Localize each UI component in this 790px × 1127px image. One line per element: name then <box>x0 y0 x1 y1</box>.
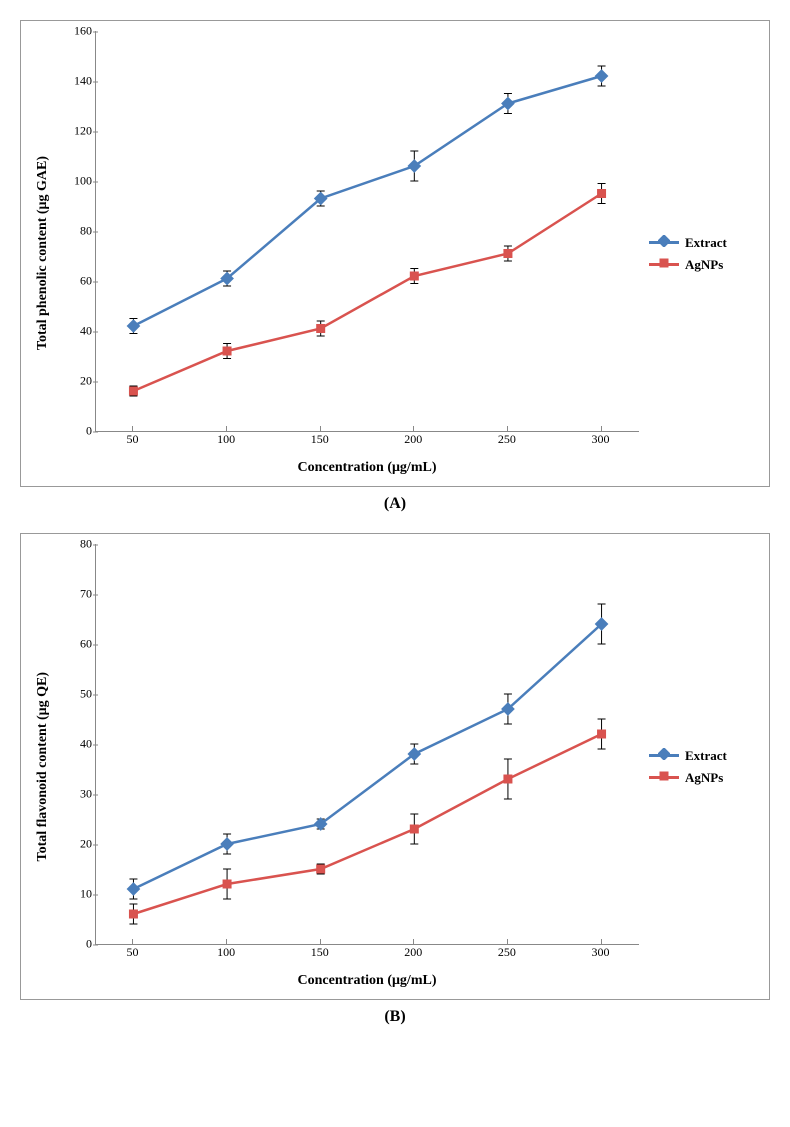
y-ticks-b: 01020304050607080 <box>56 544 92 944</box>
y-tick-label: 0 <box>56 424 92 439</box>
data-marker <box>127 883 139 895</box>
plot-area-b: 01020304050607080 <box>95 544 639 945</box>
ylabel-a: Total phenolic content (μg GAE) <box>31 156 55 350</box>
data-marker <box>410 825 418 833</box>
x-tick-label: 100 <box>217 432 235 447</box>
x-tick-label: 200 <box>404 432 422 447</box>
data-marker <box>598 730 606 738</box>
legend-line-icon <box>649 776 679 779</box>
legend-line-icon <box>649 263 679 266</box>
data-marker <box>129 910 137 918</box>
x-tick-label: 200 <box>404 945 422 960</box>
legend-label: AgNPs <box>685 770 723 786</box>
legend-marker-icon <box>658 748 670 764</box>
x-tick-label: 100 <box>217 945 235 960</box>
legend-line-icon <box>649 241 679 244</box>
y-tick-label: 0 <box>56 937 92 952</box>
panel-label-a: (A) <box>20 495 770 513</box>
x-ticks-b: 50 100 150 200 250 300 <box>95 945 639 969</box>
data-marker <box>129 387 137 395</box>
legend-marker-icon <box>658 770 670 786</box>
data-marker <box>504 775 512 783</box>
y-tick-label: 30 <box>56 787 92 802</box>
xlabel-a: Concentration (μg/mL) <box>95 460 639 476</box>
plot-col-a: 020406080100120140160 50100150200250300 … <box>55 31 639 476</box>
legend-label: AgNPs <box>685 257 723 273</box>
series-line <box>133 76 601 326</box>
y-tick-label: 10 <box>56 887 92 902</box>
data-marker <box>598 190 606 198</box>
y-tick-label: 80 <box>56 537 92 552</box>
x-ticks-a: 50 100 150 200 250 300 <box>95 432 639 456</box>
y-tick-label: 40 <box>56 324 92 339</box>
series-line <box>133 194 601 392</box>
y-tick-label: 80 <box>56 224 92 239</box>
y-tick-label: 50 <box>56 687 92 702</box>
chart-panel-a: Total phenolic content (μg GAE) 02040608… <box>20 20 770 487</box>
legend-a: Extract AgNPs <box>639 229 759 279</box>
series-line <box>133 734 601 914</box>
data-marker <box>317 325 325 333</box>
y-tick-label: 140 <box>56 74 92 89</box>
data-marker <box>223 880 231 888</box>
plot-svg-a <box>96 31 639 431</box>
y-tick-label: 70 <box>56 587 92 602</box>
plot-svg-b <box>96 544 639 944</box>
y-tick-label: 120 <box>56 124 92 139</box>
legend-label: Extract <box>685 235 727 251</box>
y-tick-label: 60 <box>56 274 92 289</box>
data-marker <box>504 250 512 258</box>
y-tick-label: 40 <box>56 737 92 752</box>
panel-label-b: (B) <box>20 1008 770 1026</box>
x-tick-label: 50 <box>126 432 138 447</box>
data-marker <box>223 347 231 355</box>
y-tick-label: 20 <box>56 374 92 389</box>
data-marker <box>127 320 139 332</box>
data-marker <box>221 838 233 850</box>
y-tick-label: 100 <box>56 174 92 189</box>
x-tick-label: 250 <box>498 432 516 447</box>
legend-item: Extract <box>649 748 759 764</box>
x-tick-label: 50 <box>126 945 138 960</box>
chart-wrap-b: Total flavonoid content (μg QE) 01020304… <box>31 544 759 989</box>
y-ticks-a: 020406080100120140160 <box>56 31 92 431</box>
chart-wrap-a: Total phenolic content (μg GAE) 02040608… <box>31 31 759 476</box>
ylabel-b: Total flavonoid content (μg QE) <box>31 672 55 861</box>
legend-item: AgNPs <box>649 257 759 273</box>
y-tick-label: 60 <box>56 637 92 652</box>
xlabel-b: Concentration (μg/mL) <box>95 973 639 989</box>
y-tick-label: 20 <box>56 837 92 852</box>
data-marker <box>410 272 418 280</box>
y-tick-label: 160 <box>56 24 92 39</box>
legend-item: AgNPs <box>649 770 759 786</box>
x-tick-label: 150 <box>311 945 329 960</box>
chart-panel-b: Total flavonoid content (μg QE) 01020304… <box>20 533 770 1000</box>
plot-area-a: 020406080100120140160 <box>95 31 639 432</box>
x-tick-label: 150 <box>311 432 329 447</box>
figure-container: Total phenolic content (μg GAE) 02040608… <box>20 20 770 1026</box>
legend-marker-icon <box>658 257 670 273</box>
x-tick-label: 300 <box>592 945 610 960</box>
data-marker <box>595 70 607 82</box>
x-tick-label: 300 <box>592 432 610 447</box>
legend-b: Extract AgNPs <box>639 742 759 792</box>
x-tick-label: 250 <box>498 945 516 960</box>
legend-line-icon <box>649 754 679 757</box>
legend-item: Extract <box>649 235 759 251</box>
legend-marker-icon <box>658 235 670 251</box>
data-marker <box>317 865 325 873</box>
plot-col-b: 01020304050607080 50100150200250300 Conc… <box>55 544 639 989</box>
legend-label: Extract <box>685 748 727 764</box>
